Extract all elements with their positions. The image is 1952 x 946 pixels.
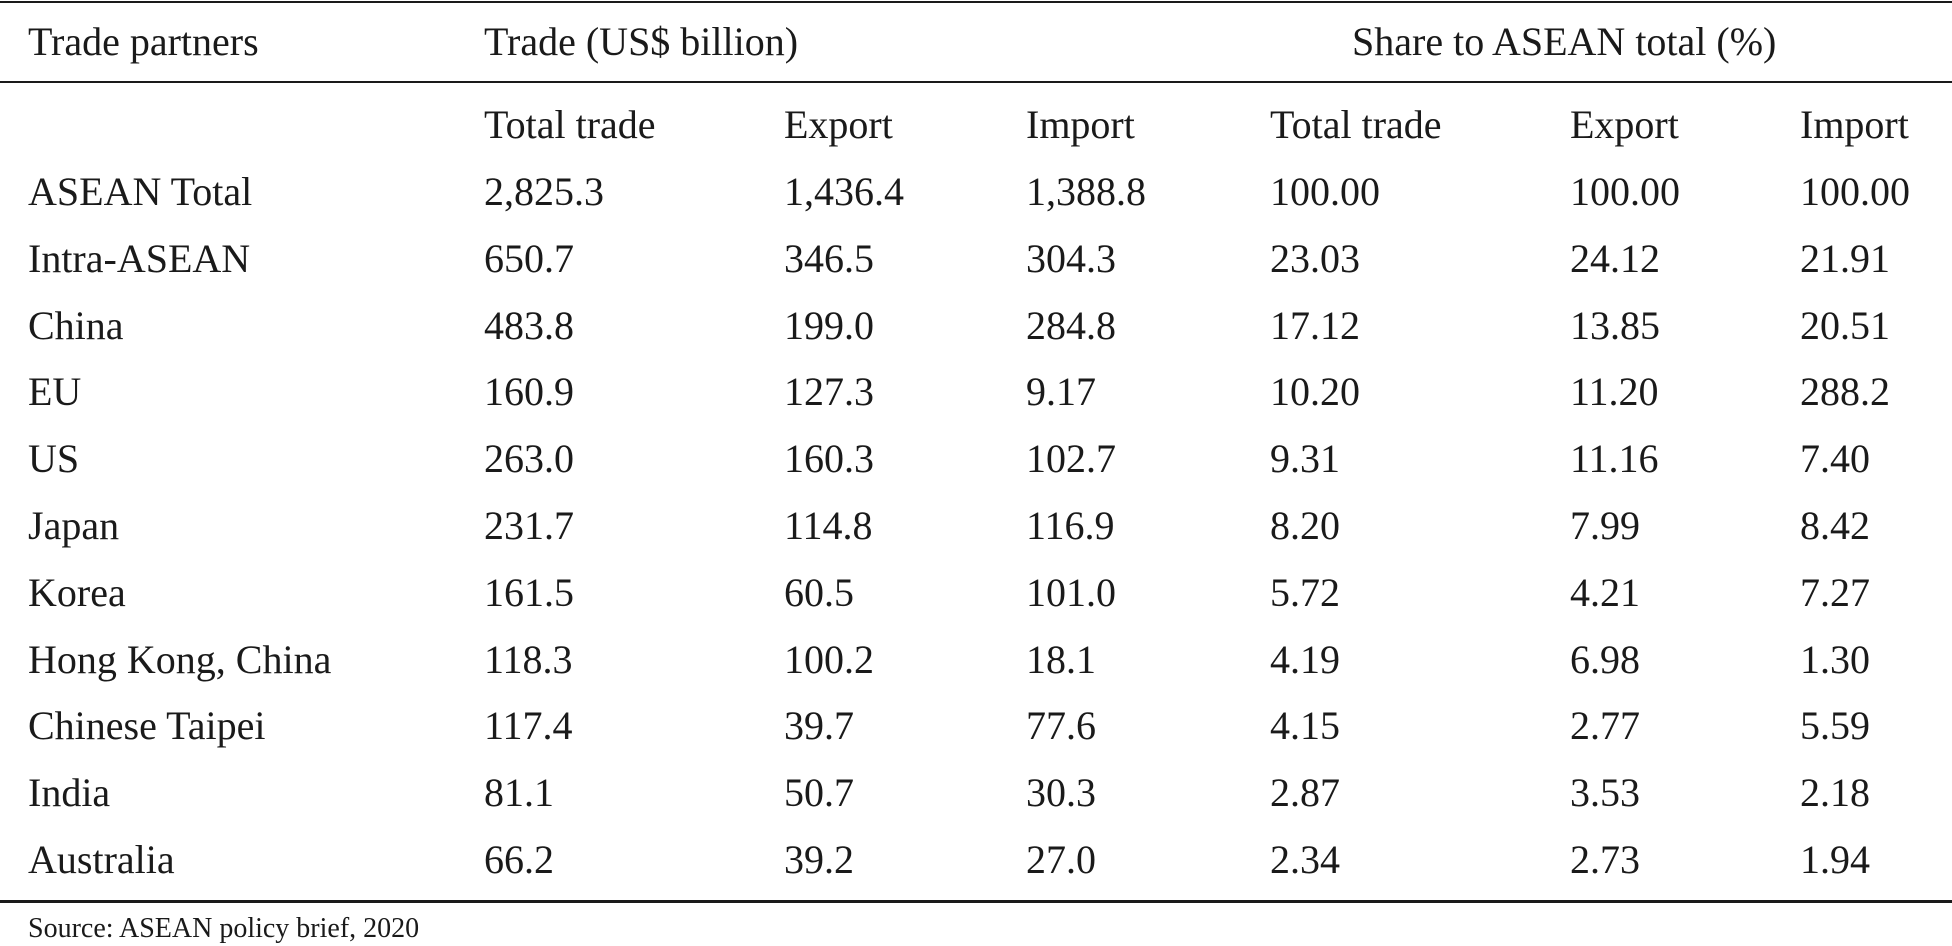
bottom-rule (0, 900, 1952, 903)
cell-export: 346.5 (784, 236, 874, 281)
cell-export: 114.8 (784, 503, 873, 548)
cell-total-trade: 2,825.3 (484, 169, 604, 214)
cell-import: 18.1 (1026, 637, 1096, 682)
cell-partner: Hong Kong, China (28, 637, 332, 682)
cell-export: 199.0 (784, 303, 874, 348)
cell-import: 284.8 (1026, 303, 1116, 348)
cell-partner: Chinese Taipei (28, 703, 266, 748)
cell-total-trade: 118.3 (484, 637, 573, 682)
cell-share-export: 7.99 (1570, 503, 1640, 548)
cell-share-import: 1.30 (1800, 637, 1870, 682)
cell-share-total-trade: 17.12 (1270, 303, 1360, 348)
cell-share-total-trade: 5.72 (1270, 570, 1340, 615)
subheader-share-export: Export (1570, 102, 1679, 147)
subheader-import: Import (1026, 102, 1135, 147)
cell-import: 101.0 (1026, 570, 1116, 615)
cell-share-export: 11.16 (1570, 436, 1659, 481)
cell-import: 9.17 (1026, 369, 1096, 414)
cell-total-trade: 483.8 (484, 303, 574, 348)
cell-total-trade: 161.5 (484, 570, 574, 615)
cell-share-import: 20.51 (1800, 303, 1890, 348)
cell-partner: Korea (28, 570, 126, 615)
cell-import: 30.3 (1026, 770, 1096, 815)
cell-share-total-trade: 23.03 (1270, 236, 1360, 281)
cell-partner: US (28, 436, 80, 481)
cell-import: 77.6 (1026, 703, 1096, 748)
cell-share-export: 24.12 (1570, 236, 1660, 281)
cell-share-export: 3.53 (1570, 770, 1640, 815)
cell-import: 116.9 (1026, 503, 1115, 548)
cell-share-export: 2.77 (1570, 703, 1640, 748)
cell-partner: ASEAN Total (28, 169, 253, 214)
header-trade-group: Trade (US$ billion) (484, 19, 799, 64)
cell-partner: Intra-ASEAN (28, 236, 251, 281)
cell-share-total-trade: 4.19 (1270, 637, 1340, 682)
cell-share-import: 2.18 (1800, 770, 1870, 815)
subheader-total-trade: Total trade (484, 102, 656, 147)
cell-partner: EU (28, 369, 82, 414)
cell-partner: Australia (28, 837, 175, 882)
cell-total-trade: 117.4 (484, 703, 573, 748)
cell-share-total-trade: 2.87 (1270, 770, 1340, 815)
cell-share-import: 288.2 (1800, 369, 1890, 414)
cell-share-total-trade: 4.15 (1270, 703, 1340, 748)
header-share-group: Share to ASEAN total (%) (1352, 19, 1777, 64)
cell-share-total-trade: 9.31 (1270, 436, 1340, 481)
cell-share-import: 5.59 (1800, 703, 1870, 748)
cell-export: 50.7 (784, 770, 854, 815)
cell-total-trade: 81.1 (484, 770, 554, 815)
cell-export: 160.3 (784, 436, 874, 481)
cell-export: 39.7 (784, 703, 854, 748)
cell-total-trade: 231.7 (484, 503, 574, 548)
source-note: Source: ASEAN policy brief, 2020 (28, 913, 420, 944)
cell-export: 100.2 (784, 637, 874, 682)
subheader-export: Export (784, 102, 893, 147)
cell-total-trade: 650.7 (484, 236, 574, 281)
cell-share-export: 4.21 (1570, 570, 1640, 615)
cell-share-import: 7.27 (1800, 570, 1870, 615)
top-rule (0, 1, 1952, 3)
cell-partner: Japan (28, 503, 120, 548)
cell-export: 1,436.4 (784, 169, 904, 214)
cell-total-trade: 66.2 (484, 837, 554, 882)
subheader-share-total-trade: Total trade (1270, 102, 1442, 147)
cell-share-export: 13.85 (1570, 303, 1660, 348)
cell-share-export: 100.00 (1570, 169, 1680, 214)
cell-import: 304.3 (1026, 236, 1116, 281)
cell-share-import: 1.94 (1800, 837, 1870, 882)
subheader-share-import: Import (1800, 102, 1909, 147)
cell-partner: India (28, 770, 111, 815)
cell-share-import: 7.40 (1800, 436, 1870, 481)
header-rule (0, 81, 1952, 83)
cell-share-export: 2.73 (1570, 837, 1640, 882)
cell-export: 127.3 (784, 369, 874, 414)
cell-share-export: 11.20 (1570, 369, 1659, 414)
cell-share-total-trade: 100.00 (1270, 169, 1380, 214)
cell-share-import: 21.91 (1800, 236, 1890, 281)
cell-total-trade: 263.0 (484, 436, 574, 481)
cell-share-export: 6.98 (1570, 637, 1640, 682)
cell-share-total-trade: 8.20 (1270, 503, 1340, 548)
cell-share-total-trade: 10.20 (1270, 369, 1360, 414)
cell-export: 39.2 (784, 837, 854, 882)
cell-share-import: 100.00 (1800, 169, 1910, 214)
cell-total-trade: 160.9 (484, 369, 574, 414)
cell-share-total-trade: 2.34 (1270, 837, 1340, 882)
cell-import: 27.0 (1026, 837, 1096, 882)
cell-share-import: 8.42 (1800, 503, 1870, 548)
cell-export: 60.5 (784, 570, 854, 615)
cell-import: 102.7 (1026, 436, 1116, 481)
cell-import: 1,388.8 (1026, 169, 1146, 214)
cell-partner: China (28, 303, 124, 348)
header-trade-partners: Trade partners (28, 19, 259, 64)
